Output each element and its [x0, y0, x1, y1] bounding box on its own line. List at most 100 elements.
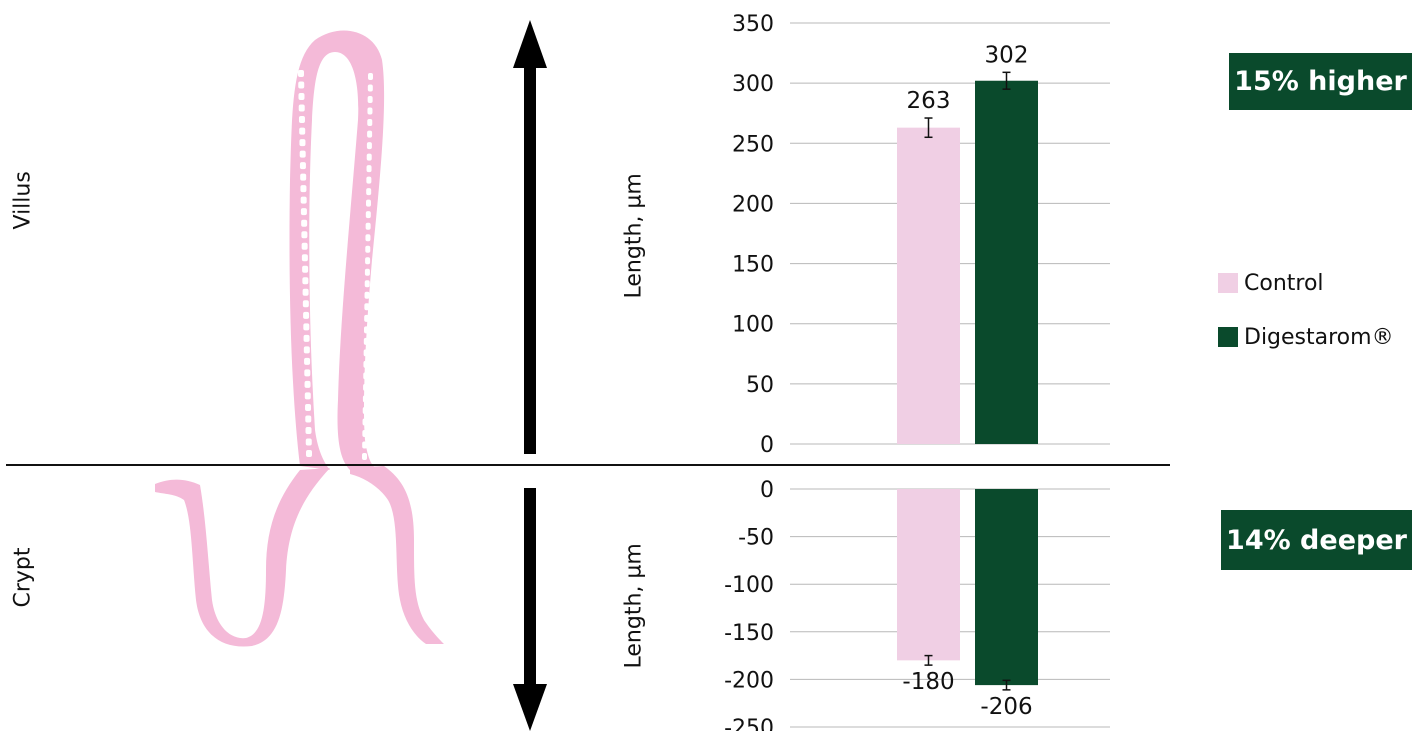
cell	[298, 70, 304, 77]
y-tick-label: 250	[732, 132, 774, 157]
cell	[300, 196, 307, 204]
cell	[364, 303, 370, 311]
cell	[365, 211, 371, 219]
cell	[303, 311, 310, 319]
cell	[299, 127, 306, 135]
error-bar	[924, 654, 933, 666]
legend: Control Digestarom®	[1218, 268, 1394, 376]
cell	[305, 415, 312, 423]
cell	[302, 277, 309, 285]
cell	[363, 349, 369, 357]
villus-length-chart: 0 50 100 150 200 250 300 350 263 302	[732, 12, 1110, 458]
cell	[365, 222, 371, 230]
cell	[364, 314, 370, 322]
y-tick-label: 200	[732, 192, 774, 217]
y-tick-label: -50	[738, 526, 774, 551]
cell	[300, 208, 307, 216]
y-axis-title-lower: Length, µm	[621, 543, 647, 669]
y-tick-label: -200	[724, 668, 774, 693]
cell	[365, 234, 371, 242]
cell	[301, 219, 308, 227]
y-tick-label: 150	[732, 253, 774, 278]
legend-item-control: Control	[1218, 268, 1394, 298]
cell	[301, 254, 308, 262]
cell	[299, 150, 306, 158]
cell	[365, 257, 371, 265]
bar-digestarom	[975, 489, 1038, 686]
cell	[364, 280, 370, 288]
y-tick-label: 100	[732, 313, 774, 338]
error-bar	[924, 117, 933, 139]
cell	[365, 245, 371, 253]
legend-item-digestarom: Digestarom®	[1218, 322, 1394, 352]
villus-badge: 15% higher	[1229, 53, 1412, 110]
arrow-up-icon	[513, 20, 547, 454]
cell	[304, 357, 311, 365]
cell	[363, 372, 369, 380]
crypt-depth-chart: 0 -50 -100 -150 -200 -250 -180 -206	[724, 478, 1110, 731]
cell	[367, 96, 373, 104]
cell	[305, 426, 312, 434]
y-tick-label: 300	[732, 72, 774, 97]
cell	[367, 84, 373, 92]
cell	[299, 139, 306, 147]
cell	[301, 231, 308, 239]
bar-digestarom	[975, 80, 1038, 444]
cell	[362, 418, 368, 426]
cell	[298, 116, 305, 124]
cell	[300, 173, 307, 181]
cell-pattern	[298, 70, 373, 460]
cell	[304, 369, 311, 377]
bar-control	[897, 127, 960, 445]
cell	[302, 288, 309, 296]
error-bar	[1002, 71, 1011, 90]
cell	[366, 188, 372, 196]
cell	[303, 323, 310, 331]
legend-label-control: Control	[1244, 270, 1324, 296]
y-tick-label: -250	[724, 716, 774, 731]
y-tick-label: 0	[760, 478, 774, 503]
arrow-down-icon	[513, 488, 547, 731]
cell	[301, 242, 308, 250]
cell	[299, 162, 306, 170]
y-tick-label: 350	[732, 12, 774, 37]
bar-control	[897, 489, 960, 661]
y-tick-label: -100	[724, 573, 774, 598]
cell	[304, 392, 311, 400]
cell	[363, 360, 369, 368]
y-tick-label: -150	[724, 621, 774, 646]
cell	[362, 429, 368, 437]
cell	[364, 268, 370, 276]
cell	[367, 107, 373, 115]
cell	[302, 265, 309, 273]
cell	[362, 453, 367, 460]
cell	[305, 438, 312, 446]
data-label: -206	[980, 694, 1032, 720]
cell	[303, 346, 310, 354]
cell	[300, 185, 307, 193]
cell	[363, 337, 369, 345]
data-label: 302	[985, 42, 1029, 68]
cell	[305, 403, 312, 411]
cell	[366, 176, 372, 184]
legend-label-digestarom: Digestarom®	[1244, 324, 1394, 350]
error-bar	[1002, 679, 1011, 691]
cell	[298, 81, 305, 89]
y-tick-label: 50	[746, 373, 774, 398]
cell	[306, 450, 312, 457]
cell	[298, 93, 305, 101]
cell	[364, 291, 370, 299]
cell	[304, 380, 311, 388]
villus-crypt-illustration	[155, 30, 444, 647]
cell	[366, 153, 372, 161]
cell	[366, 199, 371, 207]
data-label: -180	[902, 669, 954, 695]
cell	[298, 104, 305, 112]
villus-label: Villus	[10, 171, 36, 230]
cell	[302, 300, 309, 308]
cell	[362, 406, 368, 414]
cell	[366, 142, 372, 150]
legend-swatch-digestarom	[1218, 327, 1238, 347]
y-axis-title-upper: Length, µm	[621, 173, 647, 299]
cell	[367, 119, 373, 127]
